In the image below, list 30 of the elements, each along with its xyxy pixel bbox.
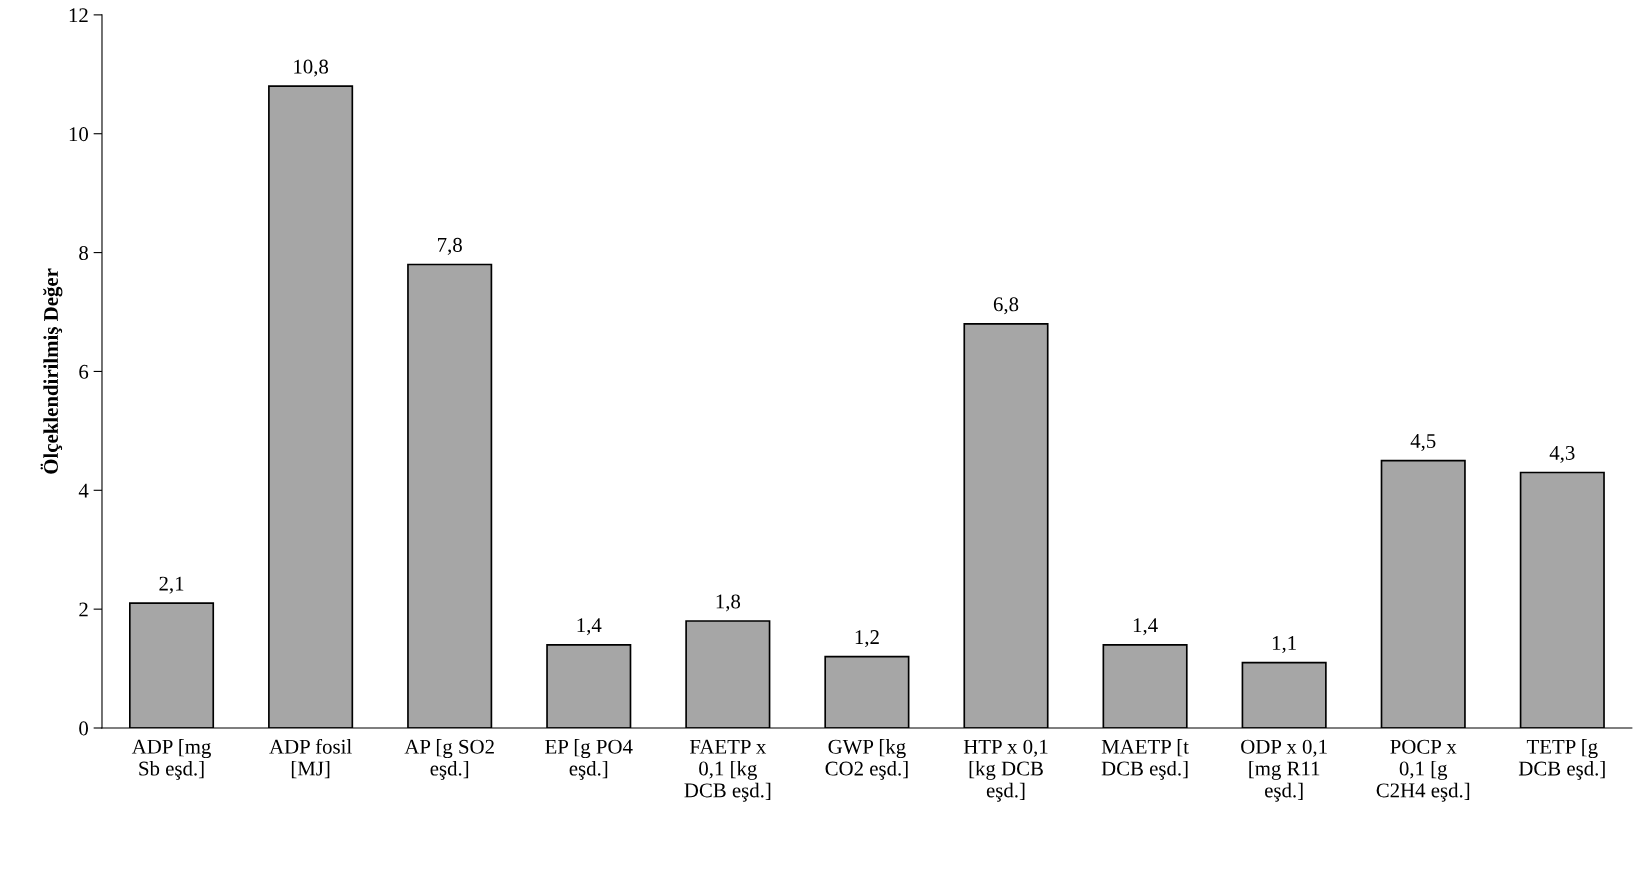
y-tick-label: 12 xyxy=(69,8,88,23)
data-label: 1,2 xyxy=(855,630,879,648)
y-tick-label: 6 xyxy=(79,364,89,379)
data-label: 1,1 xyxy=(1272,636,1296,654)
y-tick-label: 4 xyxy=(78,483,89,498)
x-tick-label: HTP x 0,1 [kg DCB eşd.] xyxy=(963,739,1048,802)
y-tick-label: 2 xyxy=(79,602,88,617)
x-tick-label: FAETP x 0,1 [kg DCB eşd.] xyxy=(684,739,771,802)
x-tick-label: POCP x 0,1 [g C2H4 eşd.] xyxy=(1376,739,1470,802)
x-tick-label: TETP [g DCB eşd.] xyxy=(1518,739,1605,780)
y-tick-label: 10 xyxy=(69,127,88,142)
data-label: 4,5 xyxy=(1410,434,1436,452)
data-label: 1,4 xyxy=(1133,618,1158,636)
data-label: 2,1 xyxy=(159,576,184,594)
x-tick-label: EP [g PO4 eşd.] xyxy=(545,739,633,780)
data-label: 1,8 xyxy=(716,594,741,612)
data-label: 4,3 xyxy=(1549,445,1575,463)
x-tick-label: ADP fosil [MJ] xyxy=(269,738,352,779)
x-tick-label: GWP [kg CO2 eşd.] xyxy=(825,739,908,780)
y-tick-label: 8 xyxy=(79,245,88,261)
y-axis-title: Ölçeklendirilmiş Değer xyxy=(40,268,63,474)
x-tick-label: ODP x 0,1 [mg R11 eşd.] xyxy=(1241,739,1327,802)
data-label: 7,8 xyxy=(438,237,462,255)
x-tick-label: ADP [mg Sb eşd.] xyxy=(131,739,211,780)
x-tick-label: MAETP [t DCB eşd.] xyxy=(1101,739,1189,780)
y-tick-label: 0 xyxy=(79,721,88,736)
data-label: 10,8 xyxy=(294,59,329,77)
x-tick-label: AP [g SO2 eşd.] xyxy=(404,739,494,780)
data-label: 6,8 xyxy=(993,297,1019,315)
data-label: 1,4 xyxy=(577,618,602,636)
